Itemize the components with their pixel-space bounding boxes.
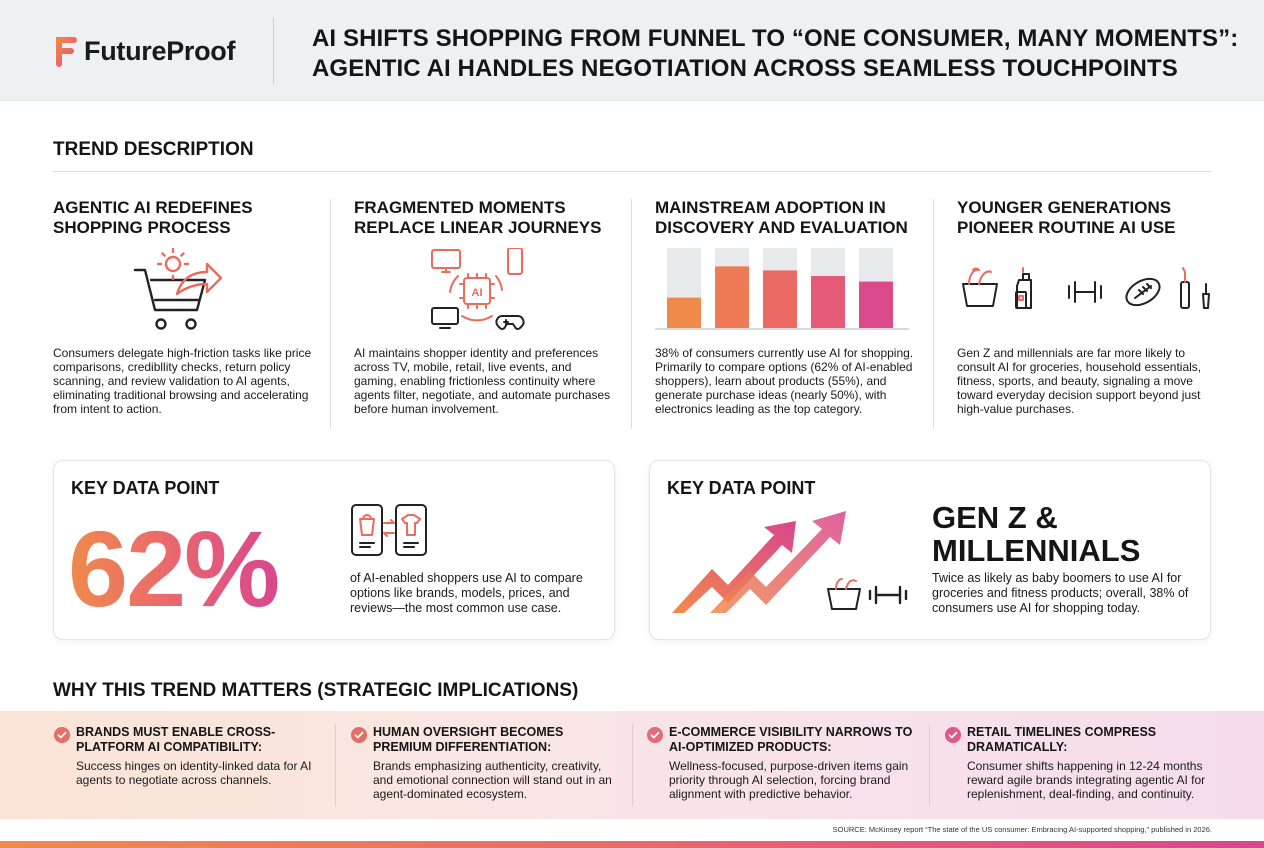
brand-logo[interactable]: FutureProof (52, 33, 235, 69)
column-divider (631, 199, 632, 429)
dumbbell-icon (1068, 281, 1102, 303)
title-line-1: YOUNGER GENERATIONS (957, 198, 1172, 217)
implication-title: RETAIL TIMELINES COMPRESS DRAMATICALLY: (967, 725, 1157, 754)
implication-text: Brands emphasizing authenticity, creativ… (373, 759, 612, 801)
logo-text: FutureProof (84, 35, 236, 66)
check-icon (945, 727, 961, 743)
bar-fill (811, 276, 845, 328)
growth-arrows-icon (672, 511, 861, 613)
header-divider (273, 18, 274, 84)
futureproof-logo-icon (56, 37, 77, 67)
title-line-2: SHOPPING PROCESS (53, 218, 231, 237)
column-divider (933, 199, 934, 429)
bottom-accent-bar (0, 841, 1264, 848)
key-stat-headline: GEN Z & MILLENNIALS (932, 501, 1140, 567)
headline-line-2: AGENTIC AI HANDLES NEGOTIATION ACROSS SE… (312, 55, 1178, 82)
implication-divider (335, 724, 336, 806)
implication-divider (632, 724, 633, 806)
check-icon (647, 727, 663, 743)
key-stat-value: 62% (68, 508, 280, 629)
key-data-card-genz: KEY DATA POINT GEN Z & MILLENNIALS Twice… (649, 460, 1211, 640)
implication-title: BRANDS MUST ENABLE CROSS-PLATFORM AI COM… (76, 725, 276, 754)
implication-title: E-COMMERCE VISIBILITY NARROWS TO AI-OPTI… (669, 725, 913, 754)
source-citation: SOURCE: McKinsey report “The state of th… (832, 825, 1212, 834)
trend-column-adoption: MAINSTREAM ADOPTION IN DISCOVERY AND EVA… (655, 198, 923, 416)
trend-column-title: AGENTIC AI REDEFINES SHOPPING PROCESS (53, 198, 321, 240)
bar-fill (859, 281, 893, 328)
check-icon (351, 727, 367, 743)
column-divider (330, 199, 331, 429)
title-line-1: MAINSTREAM ADOPTION IN (655, 198, 886, 217)
headline-line-1: GEN Z & (932, 500, 1058, 535)
trend-column-agentic: AGENTIC AI REDEFINES SHOPPING PROCESS Co… (53, 198, 321, 416)
title-line-1: FRAGMENTED MOMENTS (354, 198, 566, 217)
category-icons (962, 267, 1210, 309)
headline-line-1: AI SHIFTS SHOPPING FROM FUNNEL TO “ONE C… (312, 25, 1239, 52)
key-stat-text: Twice as likely as baby boomers to use A… (932, 571, 1189, 615)
svg-text:AI: AI (472, 287, 483, 299)
bar-fill (667, 297, 701, 328)
grocery-basket-icon (962, 283, 998, 307)
trend-column-text: 38% of consumers currently use AI for sh… (655, 346, 914, 416)
key-stat-text: of AI-enabled shoppers use AI to compare… (350, 571, 583, 615)
trend-column-title: MAINSTREAM ADOPTION IN DISCOVERY AND EVA… (655, 198, 923, 240)
trend-column-generations: YOUNGER GENERATIONS PIONEER ROUTINE AI U… (957, 198, 1225, 416)
trend-column-text: Gen Z and millennials are far more likel… (957, 346, 1202, 416)
implications-section-title: WHY THIS TREND MATTERS (STRATEGIC IMPLIC… (53, 680, 579, 701)
title-line-2: DISCOVERY AND EVALUATION (655, 218, 908, 237)
card-title: KEY DATA POINT (667, 478, 816, 498)
title-line-2: REPLACE LINEAR JOURNEYS (354, 218, 602, 237)
trend-column-text: Consumers delegate high-friction tasks l… (53, 346, 312, 416)
implication-title: HUMAN OVERSIGHT BECOMES PREMIUM DIFFEREN… (373, 725, 564, 754)
headline-line-2: MILLENNIALS (932, 533, 1141, 568)
title-line-2: PIONEER ROUTINE AI USE (957, 218, 1176, 237)
cart-arrow-icon (133, 248, 223, 330)
section-divider (53, 171, 1211, 172)
card-title: KEY DATA POINT (71, 478, 220, 498)
check-icon (54, 727, 70, 743)
implication-text: Consumer shifts happening in 12-24 month… (967, 759, 1206, 801)
compare-devices-icon (351, 504, 427, 556)
bar-chart-icon (655, 248, 909, 330)
bar-fill (715, 266, 749, 328)
page-header: FutureProof AI SHIFTS SHOPPING FROM FUNN… (0, 0, 1264, 101)
implication-text: Success hinges on identity-linked data f… (76, 759, 312, 787)
mascara-icon (1180, 281, 1190, 309)
implication-divider (929, 724, 930, 806)
dumbbell-icon (868, 585, 908, 605)
title-line-1: AGENTIC AI REDEFINES (53, 198, 253, 217)
football-icon (1125, 277, 1161, 307)
ai-devices-icon: AI (431, 248, 525, 330)
trend-section-title: TREND DESCRIPTION (53, 139, 254, 160)
implication-text: Wellness-focused, purpose-driven items g… (669, 759, 909, 801)
key-data-card-62: KEY DATA POINT 62% of AI-enabled shopper… (53, 460, 615, 640)
trend-column-title: FRAGMENTED MOMENTS REPLACE LINEAR JOURNE… (354, 198, 622, 240)
trend-column-text: AI maintains shopper identity and prefer… (354, 346, 611, 416)
trend-column-title: YOUNGER GENERATIONS PIONEER ROUTINE AI U… (957, 198, 1225, 240)
page-headline: AI SHIFTS SHOPPING FROM FUNNEL TO “ONE C… (312, 24, 1242, 84)
bar-fill (763, 270, 797, 328)
trend-column-fragmented: FRAGMENTED MOMENTS REPLACE LINEAR JOURNE… (354, 198, 622, 416)
